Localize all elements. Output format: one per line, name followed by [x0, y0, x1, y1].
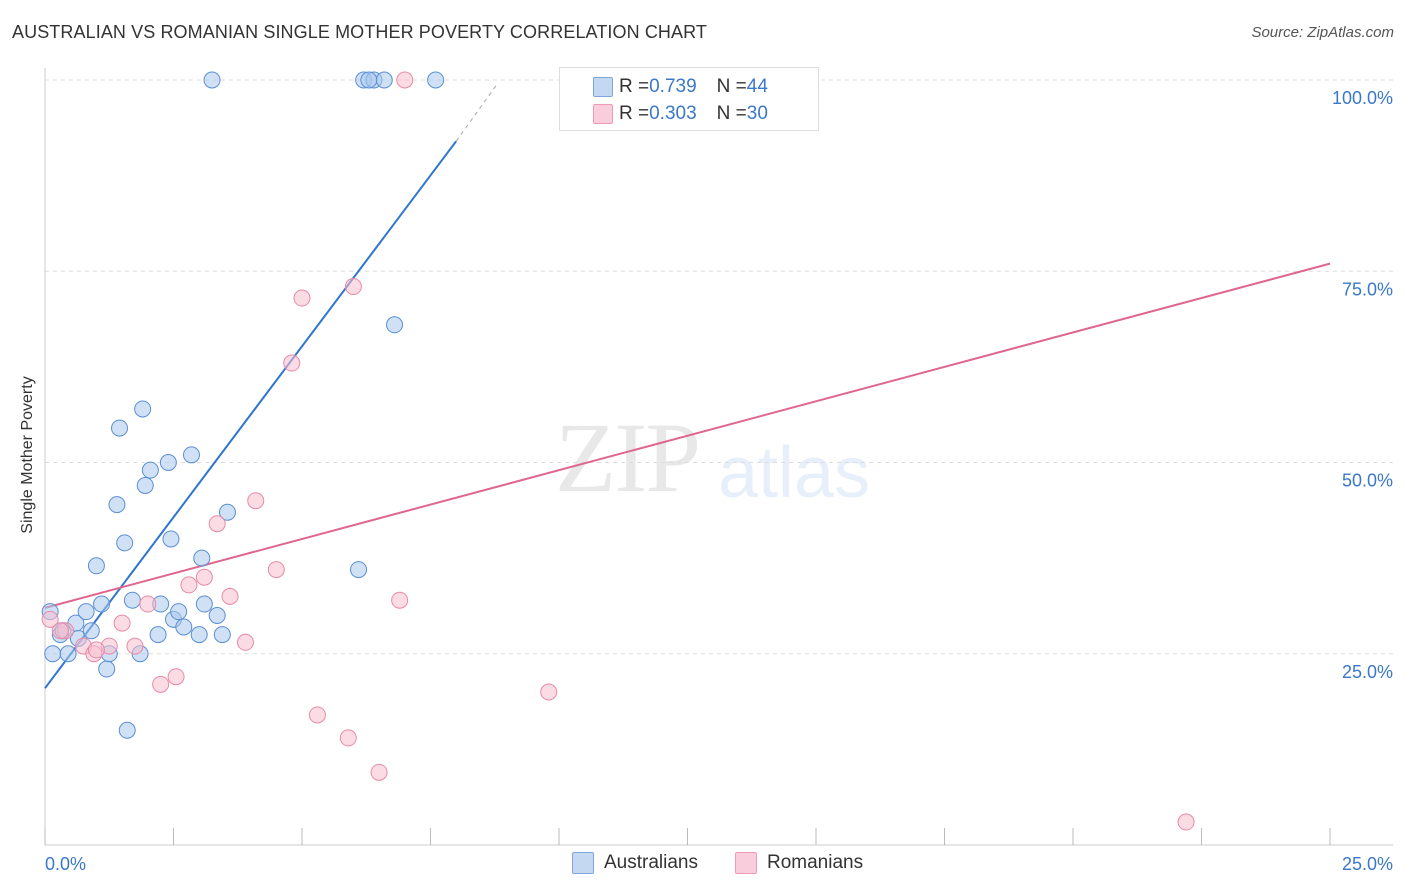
- legend-swatch-australians: [593, 77, 613, 97]
- x-tick-label-max: 25.0%: [1342, 854, 1393, 874]
- point-australians: [87, 557, 105, 575]
- chart-source: Source: ZipAtlas.com: [1251, 24, 1394, 41]
- point-romanians: [267, 561, 285, 579]
- point-australians: [170, 603, 188, 621]
- point-romanians: [41, 610, 59, 628]
- point-romanians: [51, 622, 69, 640]
- series-swatch-romanians: [735, 852, 757, 874]
- legend-row-romanians: R = 0.303 N = 30: [593, 102, 768, 126]
- point-australians: [93, 595, 111, 613]
- point-australians: [162, 530, 180, 548]
- point-australians: [182, 446, 200, 464]
- point-australians: [98, 660, 116, 678]
- point-romanians: [208, 515, 226, 533]
- point-australians: [108, 496, 126, 514]
- series-swatch-australians: [572, 852, 594, 874]
- trend-line-australians-extension: [455, 83, 498, 142]
- legend-r-value-australians: 0.739: [649, 76, 697, 97]
- legend-r-value-romanians: 0.303: [649, 103, 697, 124]
- y-tick-label: 25.0%: [1342, 662, 1393, 682]
- point-australians: [136, 476, 154, 494]
- point-romanians: [195, 568, 213, 586]
- point-australians: [141, 461, 159, 479]
- point-romanians: [1177, 813, 1195, 831]
- legend-row-australians: R = 0.739 N = 44: [593, 75, 768, 99]
- point-australians: [386, 316, 404, 334]
- tick-labels: 25.0% 50.0% 75.0% 100.0% 0.0% 25.0%: [45, 88, 1393, 874]
- trend-lines: [44, 83, 1331, 689]
- point-romanians: [113, 614, 131, 632]
- y-tick-label: 75.0%: [1342, 279, 1393, 299]
- point-australians: [77, 603, 95, 621]
- y-tick-label: 100.0%: [1332, 88, 1393, 108]
- gridlines: [45, 79, 1393, 655]
- legend-swatch-romanians: [593, 104, 613, 124]
- legend-n-label: N =: [716, 76, 747, 97]
- point-australians: [208, 607, 226, 624]
- point-australians: [149, 626, 167, 644]
- point-australians: [218, 503, 236, 521]
- point-australians: [134, 400, 152, 418]
- point-romanians: [87, 641, 105, 659]
- point-romanians: [152, 675, 170, 693]
- point-romanians: [247, 492, 265, 510]
- legend-n-value-australians: 44: [746, 76, 768, 97]
- point-romanians: [396, 71, 414, 89]
- point-australians: [427, 71, 445, 89]
- point-romanians: [139, 595, 157, 613]
- point-australians: [203, 71, 221, 89]
- point-australians: [111, 419, 129, 437]
- point-romanians: [221, 587, 239, 605]
- series-legend-australians[interactable]: Australians: [572, 852, 698, 874]
- point-australians: [213, 626, 231, 644]
- point-romanians: [126, 637, 144, 655]
- point-romanians: [391, 591, 409, 609]
- legend-r-label: R =: [619, 103, 650, 124]
- point-australians: [118, 721, 136, 739]
- point-romanians: [339, 729, 357, 747]
- point-romanians: [180, 576, 198, 594]
- point-australians: [193, 549, 211, 567]
- point-romanians: [293, 289, 311, 307]
- point-australians: [44, 645, 62, 663]
- point-australians: [159, 454, 177, 471]
- legend-r-label: R =: [619, 76, 650, 97]
- point-australians: [59, 645, 77, 663]
- axes: [44, 68, 1393, 846]
- point-australians: [375, 71, 393, 89]
- point-romanians: [283, 354, 301, 372]
- point-australians: [123, 591, 141, 609]
- point-romanians: [308, 706, 326, 724]
- y-tick-label: 50.0%: [1342, 471, 1393, 491]
- point-romanians: [236, 633, 254, 651]
- x-tick-label-min: 0.0%: [45, 854, 86, 874]
- watermark-zip: ZIP: [555, 402, 701, 513]
- legend-n-value-romanians: 30: [746, 103, 768, 124]
- legend-n-label: N =: [716, 103, 747, 124]
- trend-line-australians: [44, 140, 457, 689]
- point-australians: [116, 534, 134, 552]
- point-australians: [195, 595, 213, 613]
- watermark-atlas: atlas: [718, 433, 871, 513]
- trend-line-romanians: [44, 262, 1331, 609]
- data-points: [41, 71, 1195, 831]
- point-romanians: [370, 763, 388, 781]
- point-australians: [175, 618, 193, 636]
- series-label-australians: Australians: [604, 852, 698, 873]
- series-legend-romanians[interactable]: Romanians: [735, 852, 863, 874]
- point-australians: [360, 71, 378, 89]
- point-australians: [350, 561, 368, 579]
- point-romanians: [344, 278, 362, 296]
- point-romanians: [167, 668, 185, 686]
- point-romanians: [540, 683, 558, 701]
- series-label-romanians: Romanians: [767, 852, 864, 873]
- chart-title: AUSTRALIAN VS ROMANIAN SINGLE MOTHER POV…: [12, 22, 707, 42]
- series-legend: Australians Romanians: [0, 852, 1406, 876]
- point-australians: [82, 622, 100, 640]
- correlation-legend: R = 0.739 N = 44 R = 0.303 N = 30: [559, 67, 819, 131]
- point-australians: [190, 626, 208, 644]
